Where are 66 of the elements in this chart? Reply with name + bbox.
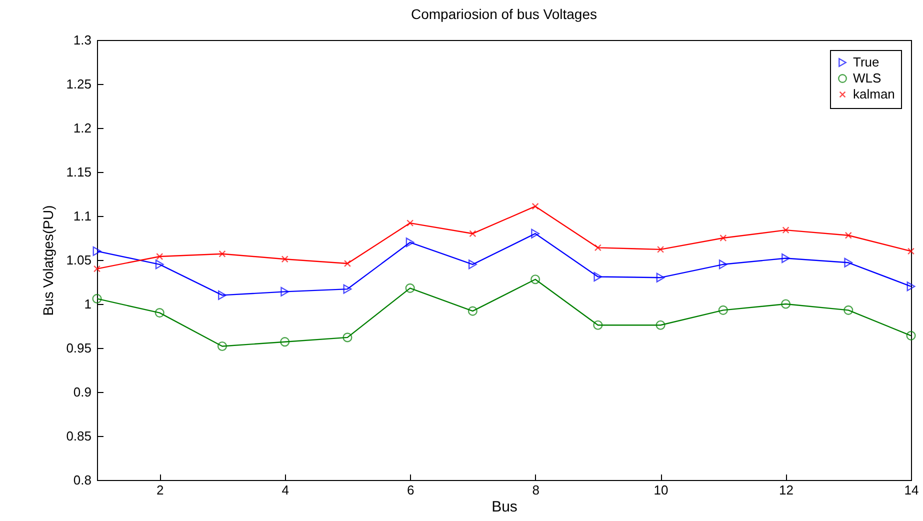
point bbox=[532, 202, 539, 210]
chart-title: Compariosion of bus Voltages bbox=[411, 6, 597, 22]
point bbox=[718, 260, 728, 270]
y-tick-label: 1 bbox=[84, 296, 92, 312]
x-tick-label: 12 bbox=[779, 482, 794, 498]
point bbox=[656, 272, 665, 282]
point bbox=[720, 234, 727, 242]
point bbox=[217, 341, 228, 352]
point bbox=[468, 260, 477, 270]
point bbox=[154, 308, 164, 318]
point bbox=[344, 260, 351, 268]
point bbox=[218, 290, 226, 300]
point bbox=[343, 284, 352, 294]
point bbox=[782, 253, 790, 264]
point bbox=[906, 282, 916, 292]
point bbox=[93, 265, 101, 272]
x-tick-label: 10 bbox=[654, 482, 668, 498]
y-axis-title: Bus Volatges(PU) bbox=[40, 205, 56, 316]
point bbox=[844, 305, 854, 315]
point bbox=[531, 228, 540, 238]
point bbox=[92, 294, 102, 304]
point bbox=[218, 250, 226, 258]
point bbox=[782, 226, 790, 234]
point bbox=[469, 230, 476, 238]
point bbox=[406, 238, 414, 248]
point bbox=[342, 332, 352, 342]
point bbox=[530, 274, 540, 284]
y-tick-label: 1.3 bbox=[73, 32, 92, 48]
point bbox=[844, 258, 853, 268]
point bbox=[280, 337, 290, 347]
point bbox=[280, 286, 290, 296]
legend-label: True bbox=[853, 54, 880, 70]
point bbox=[593, 320, 603, 330]
x-tick-label: 2 bbox=[156, 482, 164, 498]
x-tick-label: 6 bbox=[406, 482, 414, 498]
y-tick-label: 1.25 bbox=[66, 76, 92, 92]
x-axis-title: Bus bbox=[492, 498, 518, 516]
point bbox=[405, 283, 415, 293]
point bbox=[907, 248, 915, 255]
point bbox=[594, 272, 602, 282]
point bbox=[281, 256, 288, 263]
point bbox=[155, 260, 164, 270]
y-tick-label: 1.15 bbox=[66, 164, 92, 180]
point bbox=[844, 232, 852, 239]
legend-label: kalman bbox=[853, 86, 895, 102]
legend-label: WLS bbox=[853, 70, 882, 86]
point bbox=[780, 299, 791, 309]
y-tick-label: 0.8 bbox=[73, 472, 92, 488]
y-tick-label: 1.05 bbox=[66, 252, 92, 268]
x-tick-label: 8 bbox=[532, 482, 540, 498]
point bbox=[657, 246, 664, 253]
point bbox=[906, 330, 916, 340]
point bbox=[406, 220, 414, 227]
y-tick-label: 0.85 bbox=[66, 428, 92, 444]
y-tick-label: 1.2 bbox=[73, 120, 92, 136]
y-tick-label: 0.95 bbox=[66, 340, 92, 356]
point bbox=[718, 305, 728, 315]
point bbox=[156, 252, 164, 260]
point bbox=[656, 320, 666, 330]
y-tick-label: 0.9 bbox=[73, 384, 92, 400]
x-tick-label: 14 bbox=[904, 482, 919, 498]
point bbox=[594, 244, 602, 252]
point bbox=[92, 246, 102, 256]
y-tick-label: 1.1 bbox=[73, 208, 92, 224]
point bbox=[468, 306, 478, 316]
x-tick-label: 4 bbox=[282, 482, 289, 498]
